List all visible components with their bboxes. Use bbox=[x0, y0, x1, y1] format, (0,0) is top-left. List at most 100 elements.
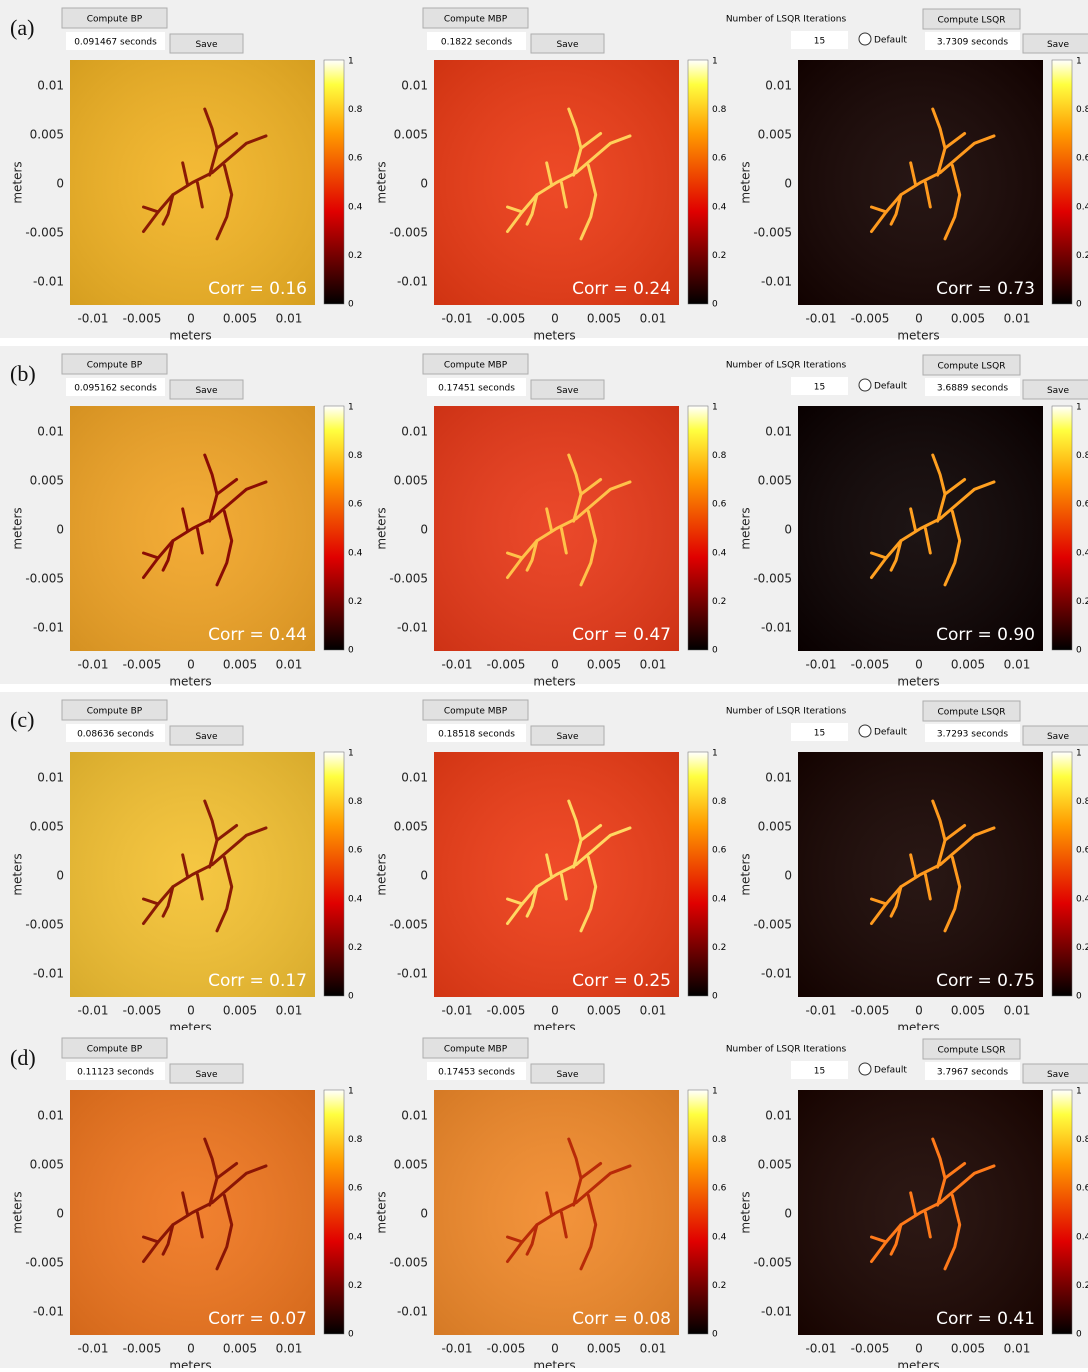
save-button-text[interactable]: Save bbox=[195, 386, 218, 396]
y-tick-label: 0.005 bbox=[394, 128, 428, 142]
compute-button-text[interactable]: Compute BP bbox=[87, 15, 143, 25]
default-radio[interactable] bbox=[859, 33, 871, 45]
compute-button-text[interactable]: Compute MBP bbox=[444, 361, 508, 371]
y-tick-label: 0.005 bbox=[758, 820, 792, 834]
y-tick-label: -0.005 bbox=[389, 1256, 428, 1270]
y-tick-label: 0 bbox=[784, 523, 792, 537]
compute-button-text[interactable]: Compute BP bbox=[87, 1045, 143, 1055]
default-radio[interactable] bbox=[859, 379, 871, 391]
save-button-text[interactable]: Save bbox=[195, 732, 218, 742]
save-button[interactable]: Save bbox=[531, 726, 604, 745]
time-value: 0.18518 seconds bbox=[438, 730, 515, 740]
save-button[interactable]: Save bbox=[531, 1064, 604, 1083]
save-button-text[interactable]: Save bbox=[556, 40, 579, 50]
y-tick-label: 0.01 bbox=[765, 771, 792, 785]
colorbar-tick-label: 0.2 bbox=[712, 943, 726, 953]
figure: (a)Compute BP0.091467 secondsSaveCorr = … bbox=[0, 0, 1088, 1368]
save-button[interactable]: Save bbox=[170, 1064, 243, 1083]
iterations-value: 15 bbox=[814, 383, 825, 393]
compute-button[interactable]: Compute BP bbox=[62, 1038, 167, 1058]
y-tick-label: -0.005 bbox=[753, 1256, 792, 1270]
compute-button[interactable]: Compute LSQR bbox=[923, 701, 1020, 721]
colorbar-tick-label: 0.2 bbox=[348, 251, 362, 261]
colorbar-tick-label: 0.2 bbox=[712, 251, 726, 261]
colorbar-tick-label: 1 bbox=[712, 403, 718, 413]
compute-button-text[interactable]: Compute MBP bbox=[444, 1045, 508, 1055]
y-tick-label: 0.01 bbox=[37, 1109, 64, 1123]
save-button[interactable]: Save bbox=[1023, 380, 1088, 399]
y-tick-label: 0 bbox=[56, 869, 64, 883]
save-button-text[interactable]: Save bbox=[1047, 732, 1070, 742]
compute-button[interactable]: Compute MBP bbox=[423, 700, 528, 720]
y-tick-label: 0.01 bbox=[37, 425, 64, 439]
x-tick-label: -0.005 bbox=[487, 1004, 526, 1018]
save-button[interactable]: Save bbox=[170, 726, 243, 745]
colorbar-tick-label: 0.6 bbox=[712, 154, 727, 164]
compute-button-text[interactable]: Compute BP bbox=[87, 361, 143, 371]
compute-button-text[interactable]: Compute BP bbox=[87, 707, 143, 717]
save-button[interactable]: Save bbox=[170, 34, 243, 53]
time-value: 0.095162 seconds bbox=[74, 384, 157, 394]
save-button[interactable]: Save bbox=[1023, 34, 1088, 53]
compute-button[interactable]: Compute MBP bbox=[423, 1038, 528, 1058]
compute-button[interactable]: Compute MBP bbox=[423, 354, 528, 374]
save-button-text[interactable]: Save bbox=[556, 732, 579, 742]
colorbar-tick-label: 0 bbox=[1076, 992, 1082, 1002]
row-label: (b) bbox=[10, 361, 36, 386]
save-button-text[interactable]: Save bbox=[195, 1070, 218, 1080]
x-tick-label: 0.01 bbox=[276, 312, 303, 326]
y-tick-label: 0 bbox=[784, 177, 792, 191]
colorbar-tick-label: 0.8 bbox=[348, 1135, 363, 1145]
colorbar-tick-label: 1 bbox=[1076, 57, 1082, 67]
corr-label: Corr = 0.24 bbox=[572, 279, 671, 299]
save-button-text[interactable]: Save bbox=[195, 40, 218, 50]
x-tick-label: -0.005 bbox=[851, 1004, 890, 1018]
compute-button-text[interactable]: Compute LSQR bbox=[938, 708, 1006, 718]
compute-button-text[interactable]: Compute LSQR bbox=[938, 1046, 1006, 1056]
compute-button[interactable]: Compute BP bbox=[62, 700, 167, 720]
y-tick-label: 0.005 bbox=[394, 1158, 428, 1172]
compute-button[interactable]: Compute BP bbox=[62, 8, 167, 28]
colorbar-tick-label: 1 bbox=[712, 749, 718, 759]
default-radio[interactable] bbox=[859, 1063, 871, 1075]
save-button[interactable]: Save bbox=[1023, 726, 1088, 745]
colorbar-tick-label: 0.2 bbox=[712, 597, 726, 607]
compute-button[interactable]: Compute LSQR bbox=[923, 355, 1020, 375]
default-radio[interactable] bbox=[859, 725, 871, 737]
save-button[interactable]: Save bbox=[1023, 1064, 1088, 1083]
compute-button-text[interactable]: Compute MBP bbox=[444, 15, 508, 25]
y-tick-label: -0.01 bbox=[397, 967, 428, 981]
y-tick-label: 0.005 bbox=[394, 820, 428, 834]
colorbar bbox=[1052, 1090, 1072, 1334]
save-button-text[interactable]: Save bbox=[556, 386, 579, 396]
corr-label: Corr = 0.17 bbox=[208, 971, 307, 991]
save-button-text[interactable]: Save bbox=[1047, 1070, 1070, 1080]
compute-button[interactable]: Compute LSQR bbox=[923, 1039, 1020, 1059]
save-button[interactable]: Save bbox=[531, 34, 604, 53]
save-button-text[interactable]: Save bbox=[1047, 40, 1070, 50]
x-tick-label: 0 bbox=[915, 658, 923, 672]
colorbar-tick-label: 0.8 bbox=[348, 797, 363, 807]
save-button-text[interactable]: Save bbox=[556, 1070, 579, 1080]
corr-label: Corr = 0.07 bbox=[208, 1309, 307, 1329]
x-tick-label: 0.01 bbox=[276, 658, 303, 672]
x-tick-label: 0.005 bbox=[223, 658, 257, 672]
compute-button[interactable]: Compute BP bbox=[62, 354, 167, 374]
compute-button[interactable]: Compute LSQR bbox=[923, 9, 1020, 29]
colorbar-tick-label: 1 bbox=[348, 403, 354, 413]
compute-button-text[interactable]: Compute MBP bbox=[444, 707, 508, 717]
save-button-text[interactable]: Save bbox=[1047, 386, 1070, 396]
x-tick-label: -0.01 bbox=[805, 1342, 836, 1356]
save-button[interactable]: Save bbox=[531, 380, 604, 399]
save-button[interactable]: Save bbox=[170, 380, 243, 399]
y-tick-label: -0.01 bbox=[761, 967, 792, 981]
default-label: Default bbox=[874, 382, 907, 392]
row: (d)Compute BP0.11123 secondsSaveCorr = 0… bbox=[0, 1030, 1088, 1368]
time-value: 0.08636 seconds bbox=[77, 730, 154, 740]
y-tick-label: -0.01 bbox=[761, 275, 792, 289]
colorbar-tick-label: 0.6 bbox=[712, 1184, 727, 1194]
compute-button-text[interactable]: Compute LSQR bbox=[938, 16, 1006, 26]
compute-button[interactable]: Compute MBP bbox=[423, 8, 528, 28]
compute-button-text[interactable]: Compute LSQR bbox=[938, 362, 1006, 372]
colorbar-tick-label: 0.2 bbox=[1076, 597, 1088, 607]
